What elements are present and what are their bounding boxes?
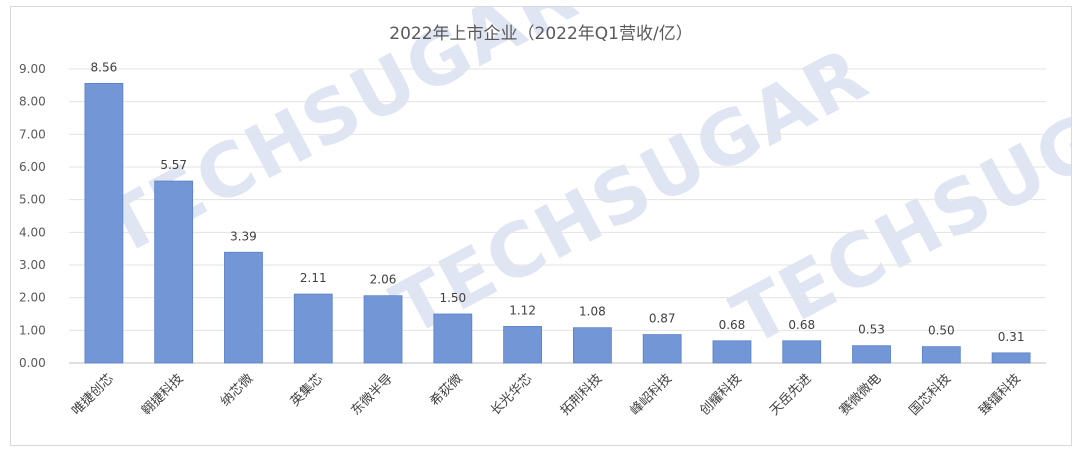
data-label: 0.31 bbox=[998, 330, 1025, 344]
x-tick-label: 天岳先进 bbox=[767, 371, 814, 418]
data-labels: 8.56 5.57 3.39 2.11 2.06 1.50 1.12 1.08 0.87 0.68… bbox=[91, 60, 1025, 344]
data-label: 0.68 bbox=[788, 318, 815, 332]
bar bbox=[642, 334, 682, 364]
x-tick-label: 创耀科技 bbox=[697, 371, 744, 418]
x-tick-label: 拓荆科技 bbox=[557, 371, 605, 419]
data-label: 8.56 bbox=[91, 60, 118, 74]
bar bbox=[782, 340, 822, 364]
data-label: 3.39 bbox=[230, 229, 257, 243]
bar bbox=[852, 345, 891, 364]
bar bbox=[503, 326, 543, 364]
y-tick-label: 0.00 bbox=[19, 356, 46, 370]
x-tick-label: 希荻微 bbox=[427, 371, 465, 409]
data-label: 2.11 bbox=[300, 271, 327, 285]
bar bbox=[224, 251, 263, 364]
x-tick-label: 国芯科技 bbox=[907, 371, 954, 418]
y-tick-label: 1.00 bbox=[19, 323, 46, 337]
y-tick-label: 6.00 bbox=[19, 160, 46, 174]
y-axis-ticks: 0.00 1.00 2.00 3.00 4.00 5.00 6.00 7.00 8.00 9.00 bbox=[19, 62, 46, 370]
bar bbox=[154, 180, 194, 364]
bars bbox=[84, 82, 1031, 364]
data-label: 0.53 bbox=[858, 323, 885, 337]
data-label: 0.68 bbox=[719, 318, 746, 332]
x-tick-label: 翱捷科技 bbox=[139, 371, 186, 418]
data-label: 2.06 bbox=[370, 273, 397, 287]
x-tick-label: 赛微微电 bbox=[836, 371, 884, 419]
x-tick-label: 峰岹科技 bbox=[628, 371, 675, 418]
bar bbox=[712, 340, 752, 364]
data-label: 1.08 bbox=[579, 305, 606, 319]
y-tick-label: 7.00 bbox=[19, 127, 46, 141]
y-tick-label: 4.00 bbox=[19, 225, 46, 239]
data-label: 1.50 bbox=[439, 291, 466, 305]
x-tick-label: 英集芯 bbox=[287, 371, 326, 410]
data-label: 0.87 bbox=[649, 312, 676, 326]
bar bbox=[433, 313, 473, 364]
data-label: 1.12 bbox=[509, 303, 536, 317]
y-tick-label: 8.00 bbox=[19, 95, 46, 109]
x-tick-label: 长光华芯 bbox=[488, 371, 535, 418]
bar bbox=[921, 346, 961, 364]
bar bbox=[363, 295, 403, 364]
y-tick-label: 3.00 bbox=[19, 258, 46, 272]
x-axis-ticks: 唯捷创芯 翱捷科技 纳芯微 英集芯 东微半导 希荻微 长光华芯 拓荆科技 峰岹科技 创耀科技 天岳先… bbox=[69, 371, 1024, 419]
x-tick-label: 东微半导 bbox=[348, 371, 395, 418]
data-label: 5.57 bbox=[160, 158, 187, 172]
data-label: 0.50 bbox=[928, 324, 955, 338]
bar bbox=[991, 352, 1031, 364]
bar-chart: TECHSUGAR TECHSUGAR TECHSUGAR 2022年上市企业（… bbox=[19, 7, 1071, 419]
chart-frame: TECHSUGAR TECHSUGAR TECHSUGAR 2022年上市企业（… bbox=[10, 6, 1072, 446]
bar bbox=[572, 327, 612, 364]
x-tick-label: 纳芯微 bbox=[218, 371, 256, 409]
y-tick-label: 5.00 bbox=[19, 193, 46, 207]
bar bbox=[293, 293, 333, 364]
x-tick-label: 唯捷创芯 bbox=[69, 371, 116, 418]
x-tick-label: 臻镭科技 bbox=[977, 371, 1024, 418]
y-tick-label: 2.00 bbox=[19, 291, 46, 305]
bar bbox=[84, 82, 124, 364]
y-tick-label: 9.00 bbox=[19, 62, 46, 76]
chart-title: 2022年上市企业（2022年Q1营收/亿） bbox=[389, 24, 692, 44]
